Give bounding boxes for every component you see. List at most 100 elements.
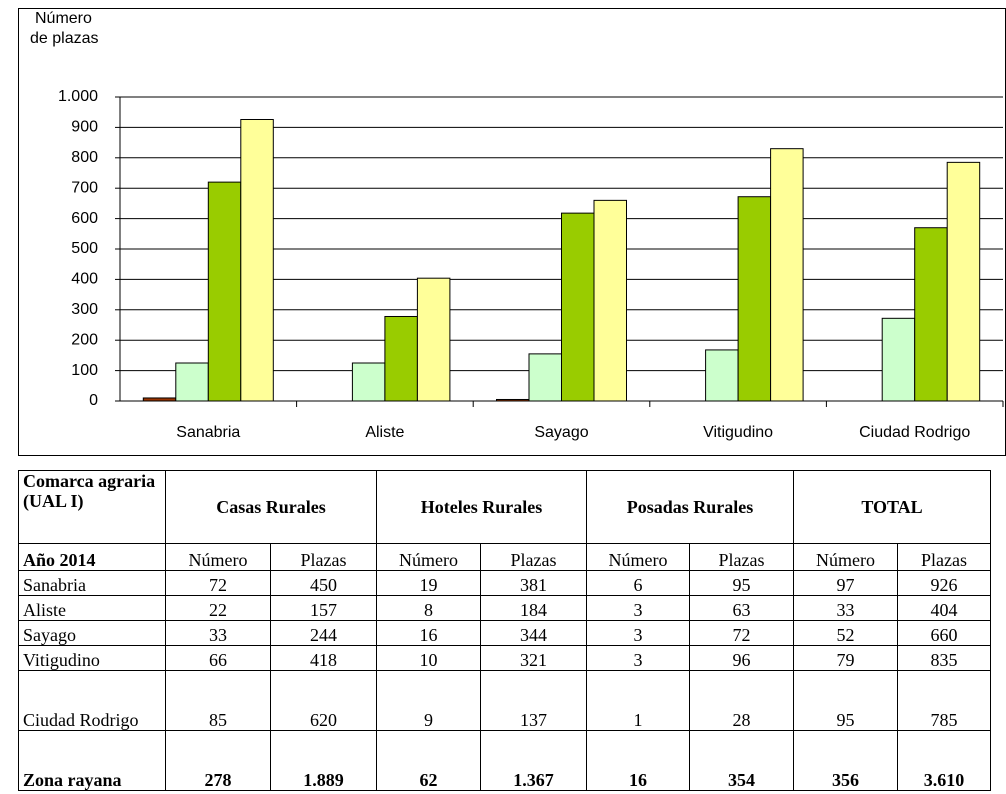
table-cell: 22 <box>165 595 271 621</box>
table-cell: Comarca agraria (UAL I) <box>18 470 166 544</box>
y-tick-label: 100 <box>71 362 98 379</box>
table-cell: 62 <box>376 730 481 791</box>
table-cell: 137 <box>480 670 587 731</box>
table-cell: 835 <box>897 645 991 671</box>
table-cell: 244 <box>270 620 377 646</box>
x-tick-label: Ciudad Rodrigo <box>859 424 970 441</box>
table-cell: 63 <box>689 595 794 621</box>
bar <box>384 315 418 402</box>
x-tick-label: Aliste <box>365 424 404 441</box>
table-cell: 3 <box>586 620 690 646</box>
chart: Número de plazas 0 100 200 300 400 500 600 700 8… <box>18 8 1006 456</box>
table-cell: 72 <box>689 620 794 646</box>
table-cell: 620 <box>270 670 377 731</box>
table-cell: 356 <box>793 730 898 791</box>
y-tick-label: 400 <box>71 271 98 288</box>
y-tick-label: 300 <box>71 301 98 318</box>
y-axis-label: de plazas <box>30 30 99 47</box>
y-axis-label: Número <box>35 10 92 27</box>
table-cell: 66 <box>165 645 271 671</box>
table-cell: 85 <box>165 670 271 731</box>
table-cell: 16 <box>376 620 481 646</box>
table-cell: 16 <box>586 730 690 791</box>
table-cell: 3 <box>586 595 690 621</box>
table-cell: 418 <box>270 645 377 671</box>
table-cell: 79 <box>793 645 898 671</box>
table-cell: 450 <box>270 570 377 596</box>
table-cell: TOTAL <box>793 470 991 544</box>
bar <box>737 196 772 402</box>
table-cell: Casas Rurales <box>165 470 377 544</box>
table-cell: Zona rayana <box>18 730 166 791</box>
table-cell: 10 <box>376 645 481 671</box>
table-cell: 157 <box>270 595 377 621</box>
table-cell: Plazas <box>480 543 587 571</box>
table-cell: Sayago <box>18 620 166 646</box>
table-cell: Plazas <box>689 543 794 571</box>
table-cell: 33 <box>793 595 898 621</box>
bar <box>528 353 562 402</box>
table-cell: 184 <box>480 595 587 621</box>
table-cell: 52 <box>793 620 898 646</box>
bar <box>416 277 451 402</box>
table-cell: 95 <box>689 570 794 596</box>
bar <box>175 362 209 402</box>
table-cell: Plazas <box>897 543 991 571</box>
y-tick-label: 500 <box>71 240 98 257</box>
table-cell: Año 2014 <box>18 543 166 571</box>
y-tick-label: 1.000 <box>58 88 98 105</box>
table-cell: Sanabria <box>18 570 166 596</box>
table-cell: 381 <box>480 570 587 596</box>
y-tick-label: 700 <box>71 179 98 196</box>
table-cell: 95 <box>793 670 898 731</box>
table-cell: Número <box>793 543 898 571</box>
table-cell: 344 <box>480 620 587 646</box>
table-cell: 96 <box>689 645 794 671</box>
table-cell: 33 <box>165 620 271 646</box>
table-cell: Número <box>376 543 481 571</box>
table-cell: Número <box>586 543 690 571</box>
table-cell: 926 <box>897 570 991 596</box>
table-cell: Vitigudino <box>18 645 166 671</box>
table-cell: 72 <box>165 570 271 596</box>
table-cell: 8 <box>376 595 481 621</box>
table-cell: Hoteles Rurales <box>376 470 587 544</box>
table-cell: Ciudad Rodrigo <box>18 670 166 731</box>
bar <box>914 227 948 402</box>
table-cell: 9 <box>376 670 481 731</box>
bar <box>207 181 242 402</box>
table-cell: 404 <box>897 595 991 621</box>
table-cell: 660 <box>897 620 991 646</box>
x-tick-label: Sanabria <box>176 424 240 441</box>
chart-border <box>18 8 1006 456</box>
table-cell: 19 <box>376 570 481 596</box>
y-tick-label: 800 <box>71 149 98 166</box>
table-cell: Posadas Rurales <box>586 470 794 544</box>
bar <box>593 199 627 402</box>
bar <box>881 317 916 402</box>
x-tick-label: Sayago <box>534 424 588 441</box>
table-cell: Aliste <box>18 595 166 621</box>
table-cell: 1.889 <box>270 730 377 791</box>
y-tick-label: 200 <box>71 331 98 348</box>
bar <box>240 118 274 402</box>
table-cell: 1 <box>586 670 690 731</box>
x-tick-label: Vitigudino <box>703 424 773 441</box>
table-cell: 785 <box>897 670 991 731</box>
table-cell: 278 <box>165 730 271 791</box>
table-cell: 3.610 <box>897 730 991 791</box>
bar <box>561 212 595 402</box>
table-cell: Número <box>165 543 271 571</box>
y-tick-label: 600 <box>71 210 98 227</box>
table-cell: 28 <box>689 670 794 731</box>
table-cell: 97 <box>793 570 898 596</box>
bar <box>351 362 386 402</box>
table-cell: 321 <box>480 645 587 671</box>
data-table: Comarca agraria (UAL I) Casas Rurales Hote… <box>18 470 991 791</box>
bar <box>705 349 739 402</box>
table-cell: Plazas <box>270 543 377 571</box>
bar <box>770 148 804 402</box>
table-cell: 6 <box>586 570 690 596</box>
table-cell: 1.367 <box>480 730 587 791</box>
